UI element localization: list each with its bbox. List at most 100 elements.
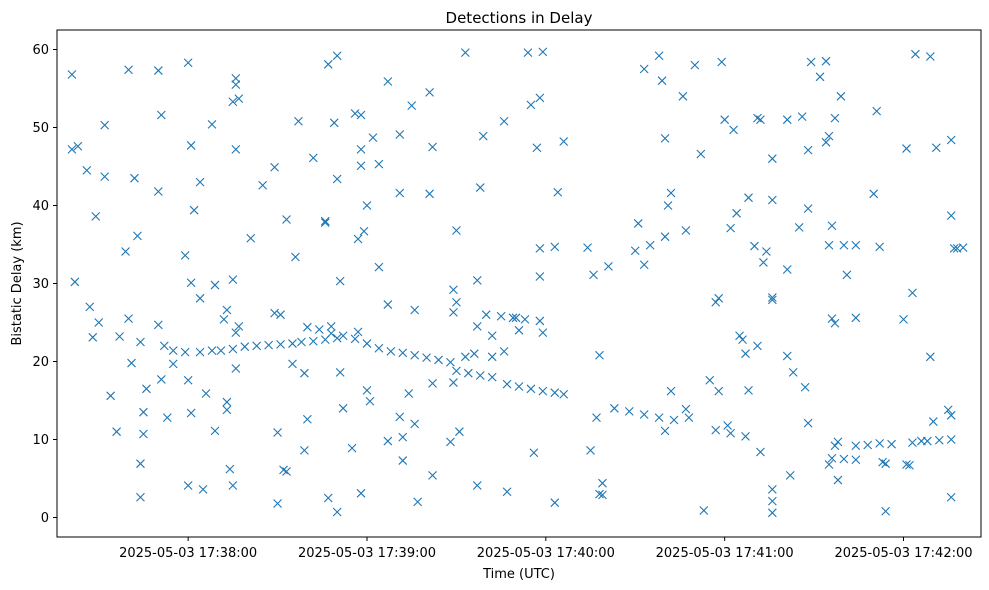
data-point: [231, 73, 241, 83]
data-point: [830, 318, 840, 328]
data-point: [133, 231, 142, 241]
data-point: [753, 341, 762, 351]
data-point: [735, 331, 744, 341]
data-point: [156, 110, 166, 120]
data-point: [219, 314, 229, 324]
data-point: [851, 240, 861, 250]
data-point: [696, 149, 706, 159]
data-point: [335, 276, 345, 286]
data-point: [73, 141, 83, 151]
data-point: [410, 305, 420, 315]
data-point: [428, 470, 437, 480]
data-point: [383, 300, 393, 309]
data-point: [663, 201, 673, 210]
data-point: [252, 341, 262, 351]
data-point: [425, 88, 434, 97]
data-point: [744, 385, 753, 395]
data-point: [186, 408, 196, 418]
data-point: [714, 386, 724, 396]
y-tick-label: 20: [32, 355, 49, 370]
data-point: [368, 133, 378, 143]
data-point: [362, 339, 372, 348]
data-point: [782, 265, 792, 274]
data-point: [487, 352, 497, 362]
data-point: [472, 275, 482, 285]
data-point: [827, 453, 837, 463]
data-point: [878, 457, 888, 467]
data-point: [142, 384, 151, 394]
data-point: [526, 100, 536, 110]
data-point: [320, 218, 330, 228]
data-point: [514, 325, 524, 335]
data-point: [308, 153, 318, 163]
data-point: [535, 93, 545, 103]
data-point: [460, 48, 470, 58]
data-point: [288, 359, 297, 369]
data-point: [270, 308, 279, 318]
data-point: [657, 76, 667, 86]
data-point: [532, 143, 542, 153]
data-point: [434, 355, 443, 365]
data-point: [767, 485, 777, 494]
data-point: [270, 162, 279, 172]
data-point: [800, 382, 810, 392]
data-point: [788, 368, 798, 377]
data-point: [833, 437, 843, 447]
data-point: [153, 66, 163, 75]
data-point: [586, 446, 595, 455]
data-point: [928, 417, 938, 426]
data-point: [404, 389, 414, 398]
y-tick-label: 40: [32, 199, 49, 214]
data-point: [195, 347, 205, 357]
x-tick-label: 2025-05-03 17:40:00: [477, 546, 615, 561]
data-point: [332, 333, 342, 343]
data-point: [803, 418, 813, 428]
data-point: [595, 489, 604, 499]
data-point: [821, 137, 831, 147]
data-point: [538, 386, 548, 396]
data-point: [383, 436, 393, 446]
data-point: [383, 77, 393, 86]
data-point: [291, 252, 300, 262]
data-point: [753, 113, 762, 123]
data-point: [350, 334, 360, 344]
data-point: [830, 441, 840, 451]
data-point: [717, 57, 727, 67]
data-point: [332, 507, 342, 517]
data-point: [767, 293, 777, 302]
x-axis-label: Time (UTC): [482, 567, 555, 582]
data-point: [359, 226, 369, 236]
data-point: [481, 310, 491, 320]
data-point: [931, 143, 941, 153]
data-point: [195, 177, 205, 187]
data-point: [449, 307, 458, 317]
data-point: [463, 368, 473, 378]
data-point: [946, 135, 956, 145]
data-point: [589, 270, 598, 280]
data-point: [168, 359, 178, 369]
data-point: [598, 490, 607, 500]
data-point: [216, 346, 226, 355]
data-point: [660, 134, 670, 143]
data-point: [529, 448, 539, 458]
data-point: [604, 261, 613, 271]
data-point: [201, 389, 211, 398]
data-point: [908, 438, 917, 448]
data-point: [183, 58, 193, 68]
data-point: [833, 475, 843, 485]
data-point: [100, 172, 110, 182]
data-point: [660, 232, 670, 242]
data-point: [288, 339, 297, 348]
data-point: [225, 464, 235, 474]
data-point: [782, 115, 792, 125]
data-point: [851, 313, 861, 323]
data-point: [925, 52, 935, 61]
data-point: [559, 137, 569, 146]
data-point: [633, 219, 643, 228]
data-point: [294, 116, 303, 126]
data-point: [186, 141, 196, 150]
data-point: [916, 436, 926, 446]
data-point: [282, 215, 291, 224]
data-point: [350, 109, 360, 118]
